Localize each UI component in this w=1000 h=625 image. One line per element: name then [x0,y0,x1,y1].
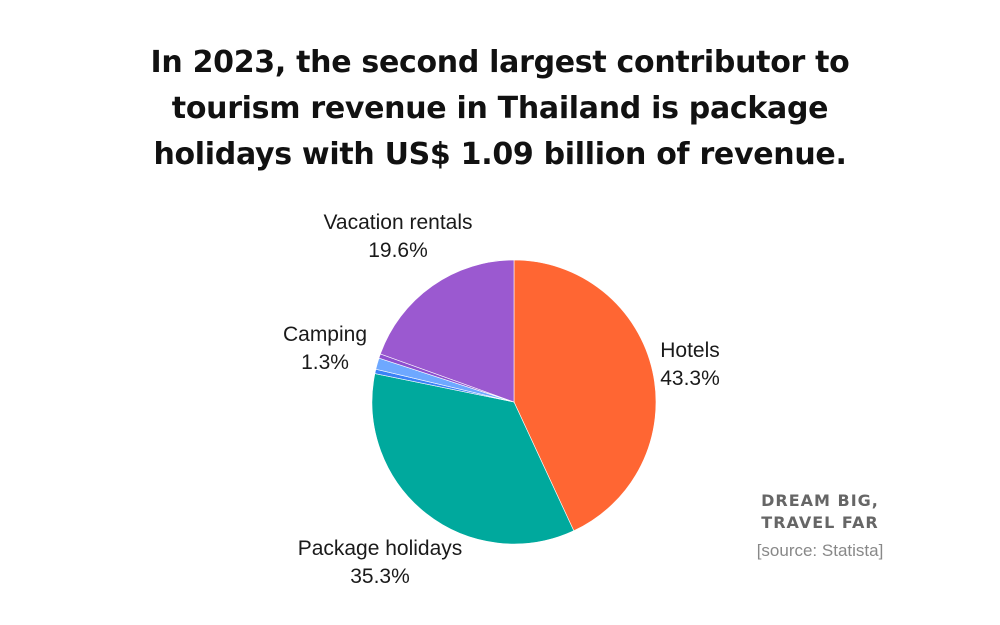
title-line: holidays with US$ 1.09 billion of revenu… [153,137,847,172]
pie-slice-hotels [513,259,657,532]
slice-label-vacation-rentals: Vacation rentals [323,211,472,234]
pie-slice-package-holidays [371,373,575,545]
slice-label-package-holidays: Package holidays [298,537,463,560]
slice-value-camping: 1.3% [301,351,349,374]
title-line: tourism revenue in Thailand is package [171,91,829,126]
pie-slices [371,259,657,545]
pie-labels: Hotels 43.3% Package holidays 35.3% Camp… [283,211,720,588]
pie-slice-vacation-rentals [380,259,515,403]
slice-value-package-holidays: 35.3% [350,565,410,588]
slice-label-camping: Camping [283,323,367,346]
chart-title: In 2023, the second largest contributor … [100,40,900,178]
brand-line: DREAM BIG, [761,491,879,510]
slice-label-hotels: Hotels [660,339,720,362]
brand-logo-text: DREAM BIG, TRAVEL FAR [740,490,900,534]
slice-value-hotels: 43.3% [660,367,720,390]
slice-value-vacation-rentals: 19.6% [368,239,428,262]
brand-line: TRAVEL FAR [761,513,879,532]
source-note: [source: Statista] [756,541,884,560]
title-line: In 2023, the second largest contributor … [150,45,850,80]
